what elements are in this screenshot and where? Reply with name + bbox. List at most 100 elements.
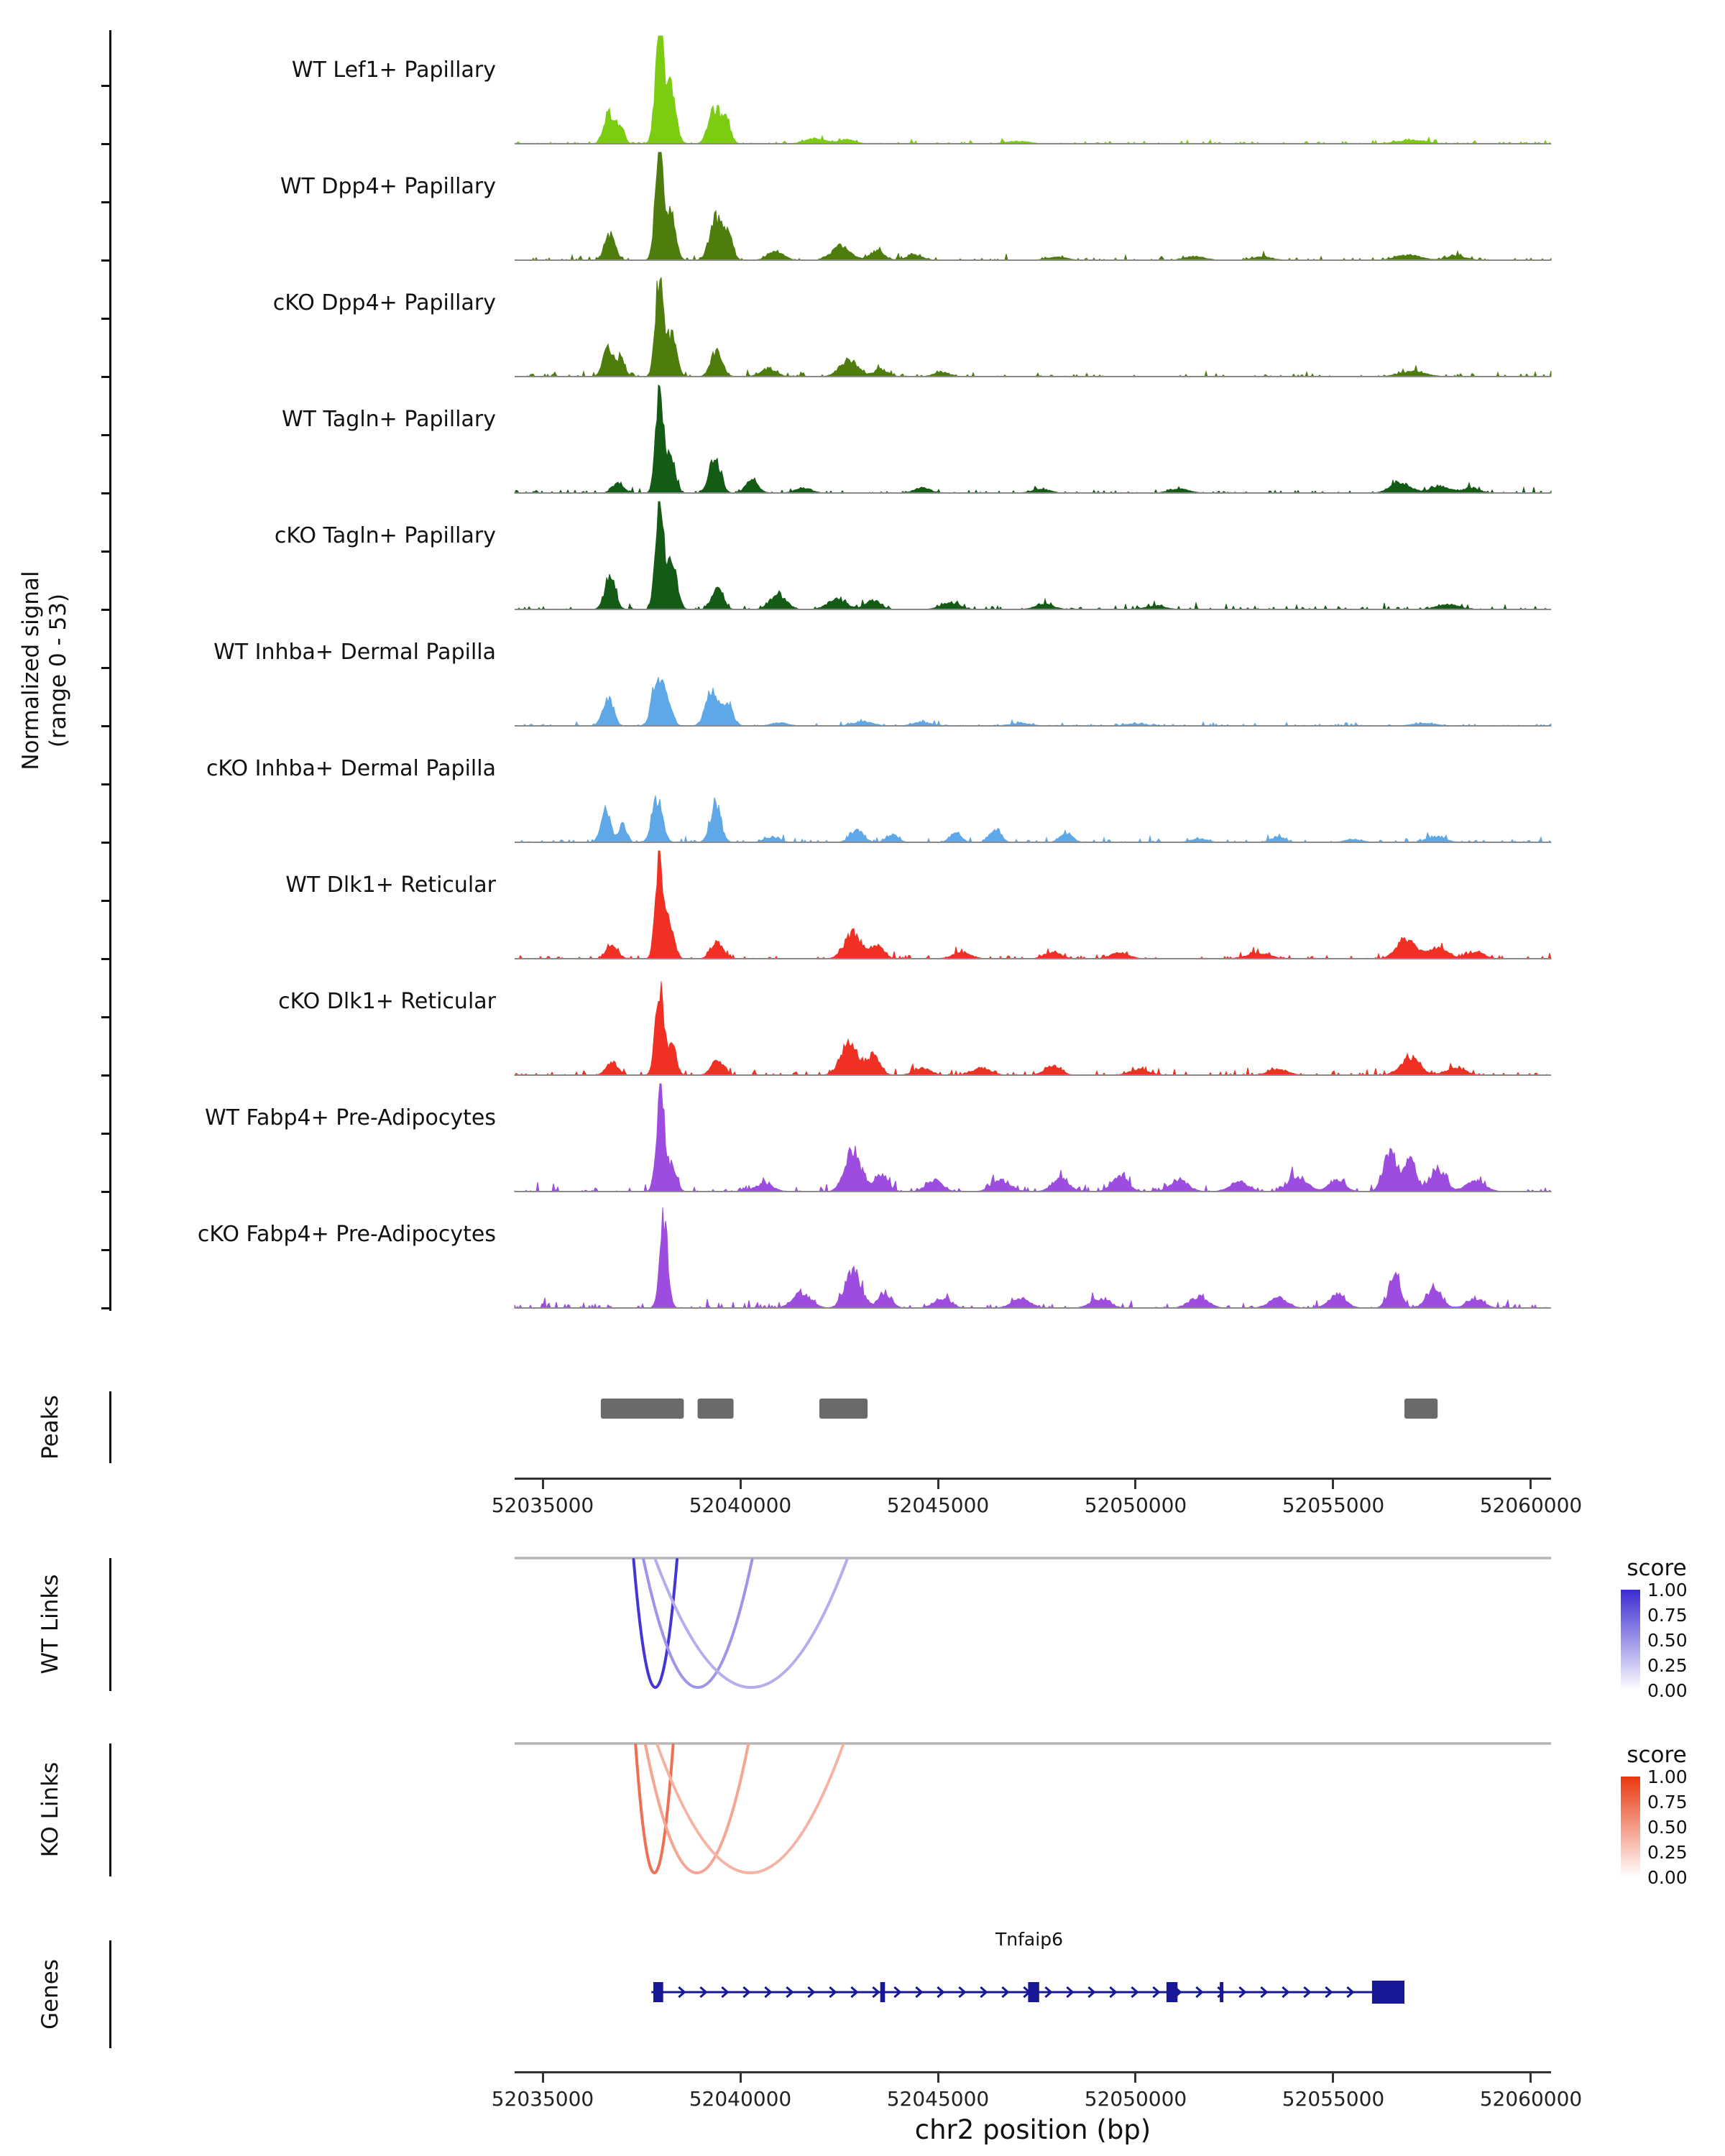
ko-score-tick: 0.25 — [1647, 1842, 1688, 1863]
ko-score-colorbar — [1621, 1777, 1640, 1877]
track-row: WT Inhba+ Dermal Papilla — [0, 614, 1725, 730]
coverage-track — [515, 501, 1551, 611]
ko-score-tick: 0.75 — [1647, 1792, 1688, 1812]
signal-axis-tick — [101, 201, 110, 203]
x-tick-label: 52045000 — [886, 1493, 990, 1517]
signal-axis-tick — [101, 842, 110, 844]
axis-tick — [1134, 2073, 1137, 2083]
track-row: cKO Dpp4+ Papillary — [0, 264, 1725, 381]
x-tick-label: 52045000 — [886, 2087, 990, 2111]
signal-axis-tick — [101, 1133, 110, 1135]
coverage-track — [515, 795, 1552, 843]
track-label: cKO Fabp4+ Pre-Adipocytes — [197, 1222, 496, 1247]
axis-tick — [1530, 1480, 1532, 1489]
track-label: cKO Dlk1+ Reticular — [278, 989, 496, 1014]
gene-model — [651, 1981, 1404, 2004]
axis-tick — [541, 1480, 544, 1489]
signal-axis-tick — [101, 958, 110, 960]
axis-tick — [1530, 2073, 1532, 2083]
coverage-track — [514, 1207, 1551, 1309]
track-label: WT Fabp4+ Pre-Adipocytes — [205, 1105, 496, 1130]
coverage-track — [514, 384, 1552, 494]
signal-axis-tick — [101, 318, 110, 320]
signal-axis-tick — [101, 434, 110, 436]
coverage-track — [514, 981, 1551, 1076]
axis-tick — [1332, 1480, 1335, 1489]
axis-line — [515, 2071, 1551, 2073]
wt-score-tick: 0.75 — [1647, 1605, 1688, 1626]
ko-score-tick: 0.50 — [1647, 1817, 1688, 1838]
signal-axis-tick — [101, 492, 110, 494]
axis-tick — [1134, 1480, 1137, 1489]
track-row: cKO Fabp4+ Pre-Adipocytes — [0, 1196, 1725, 1312]
track-label: cKO Inhba+ Dermal Papilla — [206, 756, 496, 781]
track-row: cKO Tagln+ Papillary — [0, 497, 1725, 614]
signal-axis-tick — [101, 783, 110, 786]
signal-axis-bracket — [109, 30, 111, 1311]
ko-score-tick: 1.00 — [1647, 1766, 1688, 1787]
coverage-track — [514, 1083, 1552, 1193]
track-label: WT Dlk1+ Reticular — [285, 872, 496, 898]
wt-score-tick: 0.00 — [1647, 1680, 1688, 1701]
x-tick-label: 52035000 — [491, 2087, 594, 2111]
x-tick-label: 52050000 — [1084, 1493, 1187, 1517]
genomic-axis-bottom: 52035000 52040000 52045000 52050000 5205… — [0, 2071, 1725, 2122]
track-row: WT Fabp4+ Pre-Adipocytes — [0, 1079, 1725, 1196]
ko-score-tick: 0.00 — [1647, 1867, 1688, 1888]
axis-line — [515, 1478, 1551, 1480]
x-tick-label: 52040000 — [689, 1493, 792, 1517]
axis-tick — [541, 2073, 544, 2083]
wt-score-colorbar — [1621, 1590, 1640, 1690]
signal-axis-tick — [101, 1307, 110, 1309]
peaks-axis-bracket — [109, 1391, 111, 1463]
x-axis-title: chr2 position (bp) — [914, 2114, 1151, 2145]
track-label: WT Dpp4+ Papillary — [280, 174, 496, 199]
track-row: WT Lef1+ Papillary — [0, 32, 1725, 148]
track-label: cKO Dpp4+ Papillary — [272, 290, 496, 315]
genomic-axis-top: 52035000 52040000 52045000 52050000 5205… — [0, 1478, 1725, 1528]
track-label: WT Lef1+ Papillary — [291, 57, 496, 83]
wt-score-tick: 0.50 — [1647, 1630, 1688, 1651]
signal-axis-tick — [101, 85, 110, 87]
signal-axis-tick — [101, 1191, 110, 1193]
signal-axis-tick — [101, 1249, 110, 1251]
wt-score-legend-title: score — [1627, 1555, 1687, 1581]
signal-axis-tick — [101, 376, 110, 378]
signal-axis-tick — [101, 1016, 110, 1018]
signal-axis-tick — [101, 725, 110, 727]
track-row: WT Dpp4+ Papillary — [0, 148, 1725, 264]
axis-tick — [739, 2073, 742, 2083]
signal-axis-tick — [101, 609, 110, 611]
gene-name-label: Tnfaip6 — [995, 1929, 1063, 1950]
signal-axis-tick — [101, 550, 110, 553]
axis-tick — [937, 1480, 939, 1489]
signal-axis-tick — [101, 143, 110, 145]
x-tick-label: 52055000 — [1282, 1493, 1385, 1517]
track-row: WT Tagln+ Papillary — [0, 381, 1725, 497]
signal-axis-tick — [101, 900, 110, 902]
coverage-track — [515, 677, 1552, 727]
ko-score-legend-title: score — [1627, 1742, 1687, 1768]
coverage-track — [515, 277, 1552, 377]
wt-score-tick: 0.25 — [1647, 1655, 1688, 1676]
axis-tick — [739, 1480, 742, 1489]
x-tick-label: 52050000 — [1084, 2087, 1187, 2111]
ko-links-axis-bracket — [109, 1743, 111, 1876]
wt-score-tick: 1.00 — [1647, 1580, 1688, 1600]
peaks-track — [600, 1399, 1438, 1419]
ko-links-arcs — [515, 1742, 1551, 1874]
x-tick-label: 52055000 — [1282, 2087, 1385, 2111]
x-tick-label: 52060000 — [1479, 2087, 1583, 2111]
x-tick-label: 52035000 — [491, 1493, 594, 1517]
track-label: cKO Tagln+ Papillary — [274, 523, 496, 548]
track-row: WT Dlk1+ Reticular — [0, 847, 1725, 963]
signal-axis-tick — [101, 667, 110, 669]
coverage-track — [515, 152, 1552, 261]
axis-tick — [1332, 2073, 1335, 2083]
track-label: WT Tagln+ Papillary — [282, 407, 496, 432]
coverage-track — [515, 35, 1552, 145]
wt-links-arcs — [515, 1557, 1551, 1689]
track-row: cKO Inhba+ Dermal Papilla — [0, 730, 1725, 847]
x-tick-label: 52060000 — [1479, 1493, 1583, 1517]
